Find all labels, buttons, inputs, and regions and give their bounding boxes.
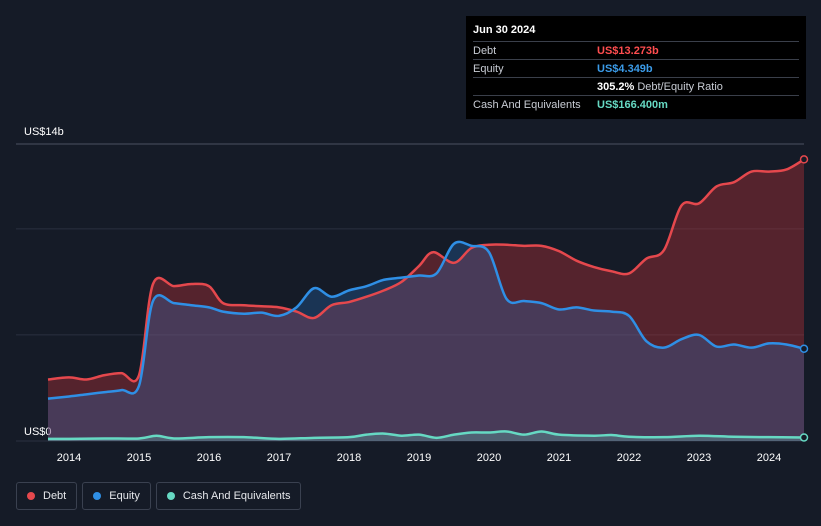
legend: Debt Equity Cash And Equivalents <box>16 482 302 510</box>
x-tick-label: 2017 <box>267 452 291 464</box>
equity-line <box>47 240 805 400</box>
legend-item-equity[interactable]: Equity <box>82 482 151 510</box>
equity-dot-icon <box>93 492 102 500</box>
cash-dot-icon <box>166 492 175 500</box>
legend-label: Debt <box>43 490 67 502</box>
legend-label: Equity <box>109 490 140 502</box>
tooltip-debt-value: US$13.273b <box>597 44 659 57</box>
series-lines <box>47 158 805 441</box>
cash-line <box>47 430 805 441</box>
tooltip-row-debt: Debt US$13.273b <box>473 42 799 60</box>
legend-item-debt[interactable]: Debt <box>16 482 78 510</box>
x-tick-label: 2024 <box>757 452 781 464</box>
tooltip-label: Debt <box>473 44 497 57</box>
y-axis-top-label: US$14b <box>24 126 64 138</box>
x-tick-label: 2021 <box>547 452 571 464</box>
tooltip-ratio-value: 305.2% <box>597 80 635 93</box>
debt-endpoint <box>799 155 809 164</box>
debt-area <box>48 159 804 441</box>
tooltip-ratio-label: Debt/Equity Ratio <box>637 80 723 93</box>
tooltip-cash-value: US$166.400m <box>597 98 668 111</box>
tooltip-label: Equity <box>473 62 504 75</box>
debt-dot-icon <box>27 492 35 500</box>
legend-item-cash[interactable]: Cash And Equivalents <box>155 482 302 510</box>
x-tick-label: 2023 <box>687 452 711 464</box>
series-endpoints <box>799 155 809 442</box>
x-axis-ticks: 2014 2015 2016 2017 2018 2019 2020 2021 2022 2023… <box>57 452 781 464</box>
tooltip-date: Jun 30 2024 <box>473 24 799 42</box>
x-tick-label: 2014 <box>57 452 81 464</box>
debt-line <box>47 158 805 383</box>
x-tick-label: 2016 <box>197 452 221 464</box>
tooltip-row-equity: Equity US$4.349b <box>473 60 799 78</box>
tooltip-equity-value: US$4.349b <box>597 62 653 75</box>
x-tick-label: 2022 <box>617 452 641 464</box>
tooltip-label: Cash And Equivalents <box>473 98 581 111</box>
tooltip-row-cash: Cash And Equivalents US$166.400m <box>473 96 799 113</box>
x-tick-label: 2015 <box>127 452 151 464</box>
equity-endpoint <box>799 344 809 353</box>
tooltip-row-ratio: 305.2% Debt/Equity Ratio <box>473 78 799 96</box>
legend-label: Cash And Equivalents <box>182 490 291 502</box>
tooltip-panel: Jun 30 2024 Debt US$13.273b Equity US$4.… <box>466 16 806 119</box>
x-tick-label: 2020 <box>477 452 501 464</box>
x-tick-label: 2019 <box>407 452 431 464</box>
cash-endpoint <box>799 433 809 442</box>
x-tick-label: 2018 <box>337 452 361 464</box>
equity-area <box>48 241 804 441</box>
y-axis-bottom-label: US$0 <box>24 426 52 438</box>
